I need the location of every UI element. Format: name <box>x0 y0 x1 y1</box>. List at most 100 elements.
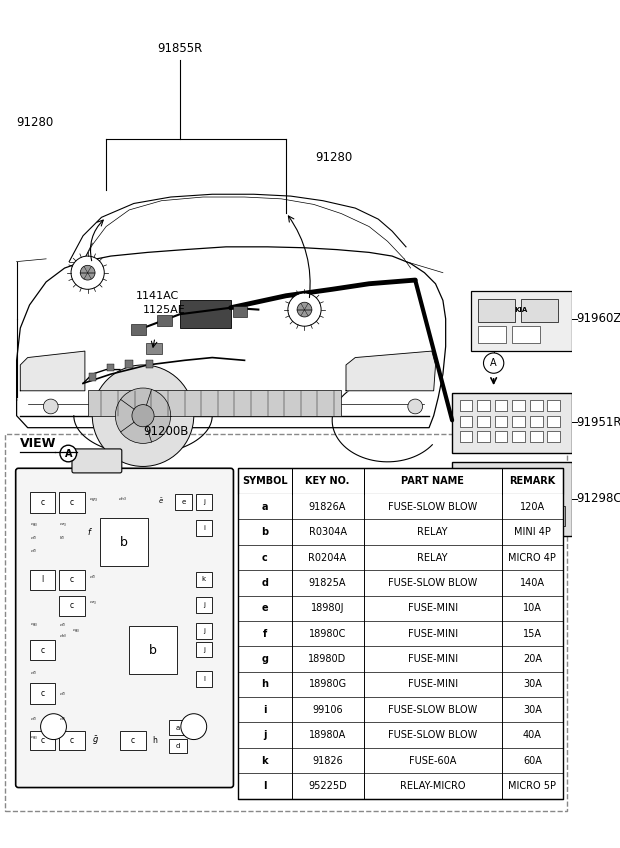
Bar <box>477 432 490 443</box>
Circle shape <box>60 445 77 462</box>
Text: j: j <box>263 730 267 740</box>
Text: $^{cf_3}$: $^{cf_3}$ <box>89 573 95 580</box>
Text: b: b <box>261 527 268 537</box>
Text: FUSE-MINI: FUSE-MINI <box>408 628 458 639</box>
Text: d: d <box>176 743 180 749</box>
Text: c: c <box>40 689 45 698</box>
Text: FUSE-SLOW BLOW: FUSE-SLOW BLOW <box>388 502 477 512</box>
Text: 91298C: 91298C <box>577 492 620 505</box>
Text: c: c <box>70 498 74 507</box>
Text: 10A: 10A <box>523 603 542 613</box>
Text: j: j <box>203 647 205 653</box>
Text: c: c <box>70 601 74 611</box>
Bar <box>59 570 85 590</box>
Bar <box>196 672 212 687</box>
Bar <box>30 493 55 512</box>
Text: $^{ce_3}$: $^{ce_3}$ <box>89 600 97 605</box>
Text: $^{cf_3}$: $^{cf_3}$ <box>30 548 37 554</box>
Polygon shape <box>346 351 435 391</box>
Bar <box>120 731 146 750</box>
Text: c: c <box>40 498 45 507</box>
Circle shape <box>80 265 95 280</box>
Text: 30A: 30A <box>523 679 542 689</box>
Text: k: k <box>202 577 206 583</box>
Text: i: i <box>203 525 205 531</box>
Text: $^{cf_3}$: $^{cf_3}$ <box>59 690 66 697</box>
Text: l: l <box>263 781 267 791</box>
Bar <box>238 468 563 494</box>
Bar <box>196 598 212 613</box>
Text: REMARK: REMARK <box>509 477 556 486</box>
Text: MINI 4P: MINI 4P <box>514 527 551 537</box>
FancyBboxPatch shape <box>72 449 122 473</box>
Bar <box>238 722 563 748</box>
Text: R0304A: R0304A <box>309 527 347 537</box>
Text: 91960Z: 91960Z <box>577 312 620 326</box>
Circle shape <box>115 388 170 444</box>
Text: $^{cf_3}$: $^{cf_3}$ <box>59 716 66 722</box>
Bar <box>547 416 560 427</box>
Bar <box>238 646 563 672</box>
Bar <box>547 400 560 411</box>
Text: A: A <box>64 449 72 459</box>
Text: PART NAME: PART NAME <box>401 477 464 486</box>
Bar <box>196 623 212 639</box>
Bar <box>512 432 525 443</box>
Bar <box>146 343 162 354</box>
Bar <box>512 326 540 343</box>
Polygon shape <box>17 247 446 427</box>
Bar <box>232 306 247 317</box>
Bar <box>131 324 146 336</box>
Text: 91280: 91280 <box>316 151 353 164</box>
Text: RELAY: RELAY <box>417 553 448 562</box>
Text: $f$: $f$ <box>87 526 94 537</box>
Bar <box>30 731 55 750</box>
Bar <box>452 393 572 453</box>
Text: 91200B: 91200B <box>143 425 188 438</box>
Text: e: e <box>262 603 268 613</box>
Text: FUSE-MINI: FUSE-MINI <box>408 654 458 664</box>
Text: 99106: 99106 <box>312 705 343 715</box>
Text: h: h <box>153 736 157 745</box>
Text: j: j <box>203 499 205 505</box>
Bar <box>459 506 565 527</box>
Text: c: c <box>40 736 45 745</box>
Circle shape <box>181 714 206 739</box>
Bar <box>547 432 560 443</box>
Bar <box>512 416 525 427</box>
Bar <box>471 291 572 351</box>
Text: RELAY-MICRO: RELAY-MICRO <box>400 781 466 791</box>
Circle shape <box>288 293 321 326</box>
Text: $^{ce_3}$: $^{ce_3}$ <box>59 522 67 527</box>
Bar <box>461 471 480 499</box>
Text: l: l <box>42 576 43 584</box>
Text: KIA: KIA <box>515 307 528 313</box>
Bar <box>0 33 572 430</box>
Text: $^{cg_3}$: $^{cg_3}$ <box>72 627 80 633</box>
Text: c: c <box>40 645 45 655</box>
Text: $^{lf_3}$: $^{lf_3}$ <box>59 535 65 541</box>
Text: $^{ch_3}$: $^{ch_3}$ <box>59 633 67 639</box>
Bar <box>529 416 542 427</box>
Bar <box>238 570 563 595</box>
Text: 1141AC: 1141AC <box>136 291 179 301</box>
Text: c: c <box>70 576 74 584</box>
Bar <box>238 672 563 697</box>
Text: b: b <box>120 536 128 549</box>
Bar <box>169 720 187 735</box>
Bar <box>157 315 172 326</box>
Text: 18980G: 18980G <box>309 679 347 689</box>
Text: $^{cg_3}$: $^{cg_3}$ <box>30 622 38 628</box>
Bar <box>513 471 531 499</box>
Circle shape <box>40 714 66 739</box>
Bar <box>459 416 472 427</box>
Bar <box>495 400 508 411</box>
Text: e: e <box>182 499 186 505</box>
Text: 95225D: 95225D <box>308 781 347 791</box>
Bar <box>452 462 572 536</box>
Bar <box>30 683 55 704</box>
Text: $\bar{g}$: $\bar{g}$ <box>92 734 99 747</box>
Bar <box>238 697 563 722</box>
Bar <box>459 400 472 411</box>
Text: a: a <box>176 724 180 731</box>
